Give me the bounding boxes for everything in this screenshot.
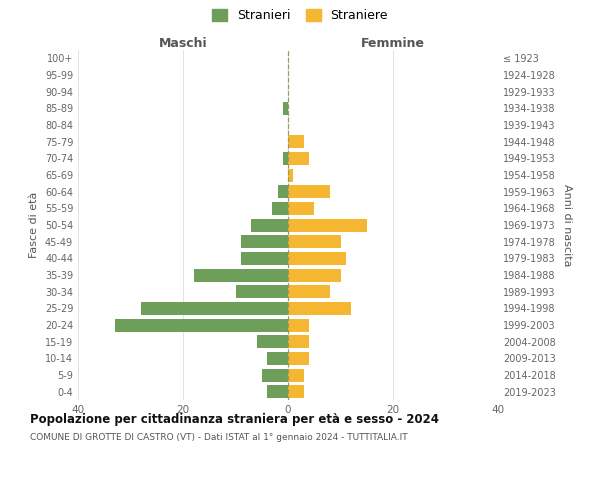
Bar xyxy=(288,218,367,232)
Bar xyxy=(251,218,288,232)
Bar xyxy=(235,285,288,298)
Text: Femmine: Femmine xyxy=(361,37,425,50)
Bar xyxy=(267,352,288,365)
Text: Popolazione per cittadinanza straniera per età e sesso - 2024: Popolazione per cittadinanza straniera p… xyxy=(30,412,439,426)
Bar xyxy=(288,352,309,365)
Bar xyxy=(288,252,346,265)
Bar xyxy=(283,152,288,165)
Text: Maschi: Maschi xyxy=(158,37,208,50)
Bar xyxy=(288,168,293,181)
Bar xyxy=(288,385,304,398)
Bar xyxy=(288,152,309,165)
Bar xyxy=(288,135,304,148)
Bar xyxy=(141,302,288,315)
Bar xyxy=(262,368,288,382)
Bar xyxy=(288,368,304,382)
Bar xyxy=(193,268,288,281)
Bar xyxy=(241,235,288,248)
Bar xyxy=(115,318,288,332)
Bar xyxy=(267,385,288,398)
Bar xyxy=(288,318,309,332)
Bar xyxy=(288,268,341,281)
Bar xyxy=(257,335,288,348)
Bar xyxy=(288,335,309,348)
Bar xyxy=(288,285,330,298)
Bar xyxy=(288,185,330,198)
Text: COMUNE DI GROTTE DI CASTRO (VT) - Dati ISTAT al 1° gennaio 2024 - TUTTITALIA.IT: COMUNE DI GROTTE DI CASTRO (VT) - Dati I… xyxy=(30,432,407,442)
Y-axis label: Anni di nascita: Anni di nascita xyxy=(562,184,572,266)
Y-axis label: Fasce di età: Fasce di età xyxy=(29,192,39,258)
Bar xyxy=(277,185,288,198)
Bar xyxy=(241,252,288,265)
Bar xyxy=(288,235,341,248)
Bar xyxy=(288,202,314,215)
Bar xyxy=(283,102,288,115)
Bar xyxy=(288,302,351,315)
Legend: Stranieri, Straniere: Stranieri, Straniere xyxy=(212,8,388,22)
Bar xyxy=(272,202,288,215)
